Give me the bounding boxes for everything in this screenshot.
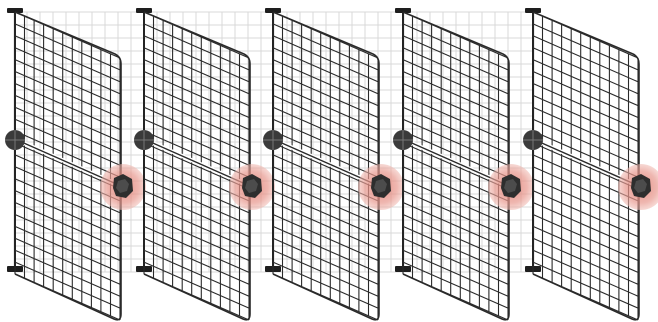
post-cap-icon — [265, 8, 281, 13]
wire-mesh-panel-1 — [5, 8, 146, 321]
wire-mesh-panel-3 — [263, 8, 404, 321]
hinge-knob-cross — [523, 130, 543, 150]
wire-mesh — [402, 11, 509, 321]
hinge-knob-cross — [263, 130, 283, 150]
wire-mesh — [14, 11, 121, 321]
wire-mesh-panel-2 — [134, 8, 275, 321]
hinge-knob-cross — [5, 130, 25, 150]
wire-mesh — [272, 11, 379, 321]
gripper-handle-facet — [504, 179, 517, 193]
gripper-handle-facet — [245, 179, 258, 193]
hinge-knob-cross — [134, 130, 154, 150]
gripper-handle-facet — [116, 179, 129, 193]
wire-mesh — [532, 11, 639, 321]
wire-mesh-panel-5 — [523, 8, 658, 321]
post-cap-icon — [525, 8, 541, 13]
wire-mesh — [143, 11, 250, 321]
gripper-handle-facet — [374, 179, 387, 193]
wire-mesh-panel-4 — [393, 8, 534, 321]
hinge-knob-cross — [393, 130, 413, 150]
panel-row — [5, 8, 658, 321]
gripper-handle-facet — [634, 179, 647, 193]
post-cap-icon — [7, 8, 23, 13]
post-cap-icon — [136, 8, 152, 13]
post-cap-icon — [395, 8, 411, 13]
